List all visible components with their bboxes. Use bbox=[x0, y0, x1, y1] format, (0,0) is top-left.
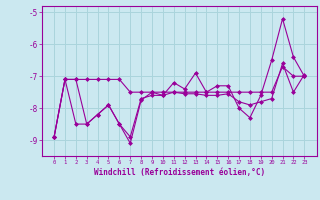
X-axis label: Windchill (Refroidissement éolien,°C): Windchill (Refroidissement éolien,°C) bbox=[94, 168, 265, 177]
